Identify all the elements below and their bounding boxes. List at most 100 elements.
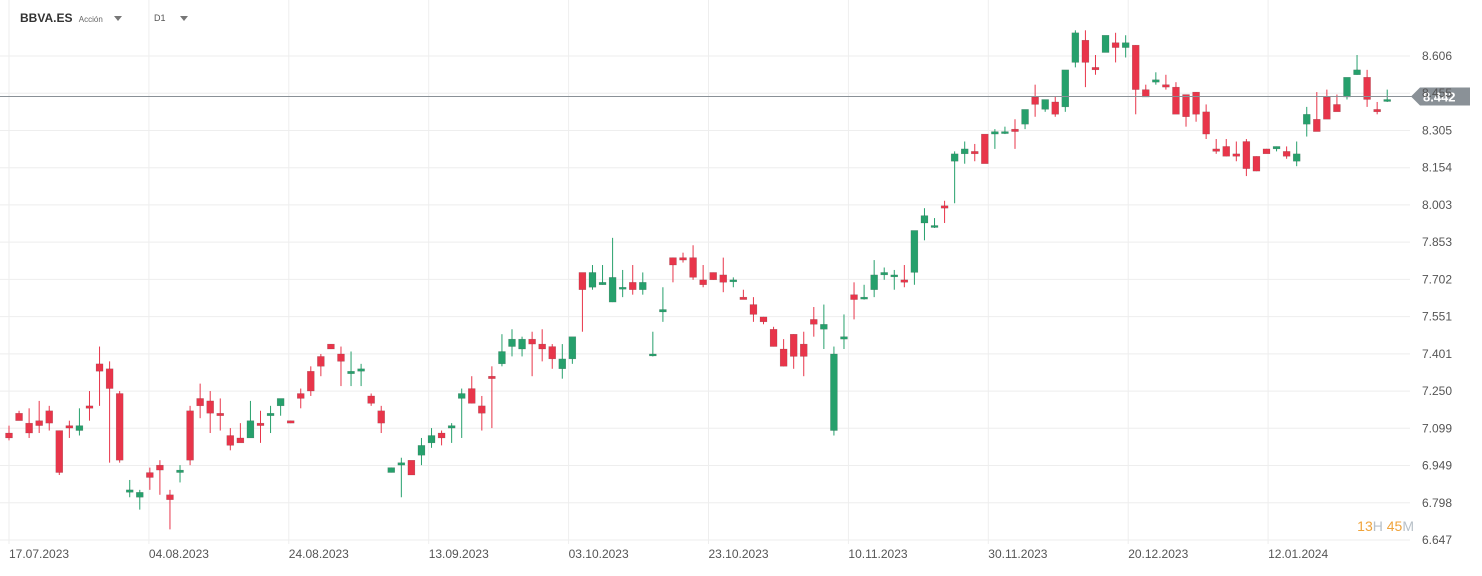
candle-body: [508, 338, 516, 347]
candle: [689, 245, 697, 280]
candle: [659, 287, 667, 322]
candle-body: [1051, 101, 1059, 115]
timeframe-selector[interactable]: D1: [154, 13, 189, 23]
candle: [105, 361, 114, 463]
candle: [699, 265, 707, 288]
candle: [800, 331, 808, 377]
candle-body: [1182, 94, 1190, 117]
countdown-minutes-unit: M: [1402, 518, 1414, 534]
candle: [35, 400, 43, 434]
candle-body: [357, 368, 365, 372]
candle-body: [1373, 109, 1381, 113]
candle: [1121, 35, 1130, 58]
candle: [709, 272, 717, 281]
candle-body: [347, 371, 355, 374]
candle-body: [307, 371, 315, 392]
candle-body: [1011, 128, 1019, 132]
candle: [136, 489, 144, 510]
candle-body: [618, 287, 627, 290]
candle: [186, 405, 194, 466]
candle-body: [417, 445, 426, 456]
y-tick-label: 8.606: [1422, 49, 1452, 63]
candle-body: [689, 257, 697, 278]
candle-body: [246, 420, 255, 439]
candle: [558, 344, 566, 379]
candle: [1031, 84, 1039, 117]
candle-body: [1343, 77, 1351, 98]
candle: [1021, 109, 1029, 130]
candle-body: [387, 467, 395, 473]
candle: [608, 237, 617, 303]
candle: [1292, 141, 1301, 167]
candle: [779, 339, 788, 367]
x-tick-label: 24.08.2023: [289, 547, 349, 561]
candle-body: [548, 346, 556, 360]
candle-body: [1222, 146, 1230, 157]
candle-body: [558, 358, 566, 369]
candle: [598, 265, 607, 285]
candle-body: [317, 356, 325, 367]
candle: [1313, 92, 1321, 132]
candle: [458, 388, 466, 438]
candle-body: [639, 282, 647, 290]
candle: [1061, 69, 1070, 112]
candle: [1162, 74, 1170, 90]
candle: [397, 457, 406, 498]
symbol-selector[interactable]: BBVA.ES Acción: [20, 11, 123, 25]
candle-body: [1031, 96, 1039, 105]
y-tick-label: 6.949: [1422, 459, 1452, 473]
candle: [629, 265, 637, 295]
candle: [1222, 139, 1230, 157]
candle-body: [55, 430, 63, 473]
candle-body: [196, 398, 204, 407]
candle-body: [870, 274, 878, 290]
candle-body: [95, 363, 104, 372]
candle-body: [1111, 42, 1120, 48]
candle-body: [1353, 69, 1361, 75]
candle: [910, 230, 919, 285]
candle-body: [1202, 111, 1210, 135]
candle: [427, 428, 436, 448]
candle: [669, 257, 677, 283]
candle-body: [739, 296, 748, 300]
candle: [578, 272, 587, 332]
current-price-line: 8.442: [0, 87, 1470, 106]
candle: [1383, 89, 1391, 102]
candle-body: [669, 257, 677, 266]
chevron-down-icon: [114, 16, 123, 22]
candle-body: [1021, 109, 1029, 125]
candle-body: [538, 343, 546, 350]
candle: [115, 391, 124, 463]
candle: [1001, 126, 1009, 135]
x-tick-label: 17.07.2023: [9, 547, 69, 561]
candle: [1212, 139, 1220, 154]
candle-body: [649, 353, 657, 357]
candle: [297, 388, 305, 409]
candle: [588, 265, 597, 290]
candle: [880, 267, 888, 280]
candle-body: [136, 492, 144, 498]
candle-body: [337, 353, 345, 362]
candle-body: [156, 464, 164, 471]
x-tick-label: 10.11.2023: [848, 547, 907, 561]
candle-body: [699, 279, 707, 285]
candle: [65, 420, 74, 438]
candle: [940, 200, 949, 224]
candle-body: [186, 410, 194, 461]
y-tick-label: 8.154: [1422, 161, 1452, 175]
candle: [739, 289, 748, 300]
candle: [820, 304, 828, 350]
candle: [95, 346, 104, 406]
candle-body: [900, 279, 909, 283]
candle: [679, 252, 687, 263]
candle-body: [759, 316, 768, 323]
candle: [126, 479, 134, 498]
candle-body: [1272, 146, 1281, 150]
candle: [1373, 101, 1381, 115]
x-axis: 17.07.2023 04.08.2023 24.08.2023 13.09.2023…: [9, 547, 1328, 561]
x-tick-label: 23.10.2023: [709, 547, 769, 561]
candle: [468, 376, 476, 404]
candle: [649, 331, 657, 357]
